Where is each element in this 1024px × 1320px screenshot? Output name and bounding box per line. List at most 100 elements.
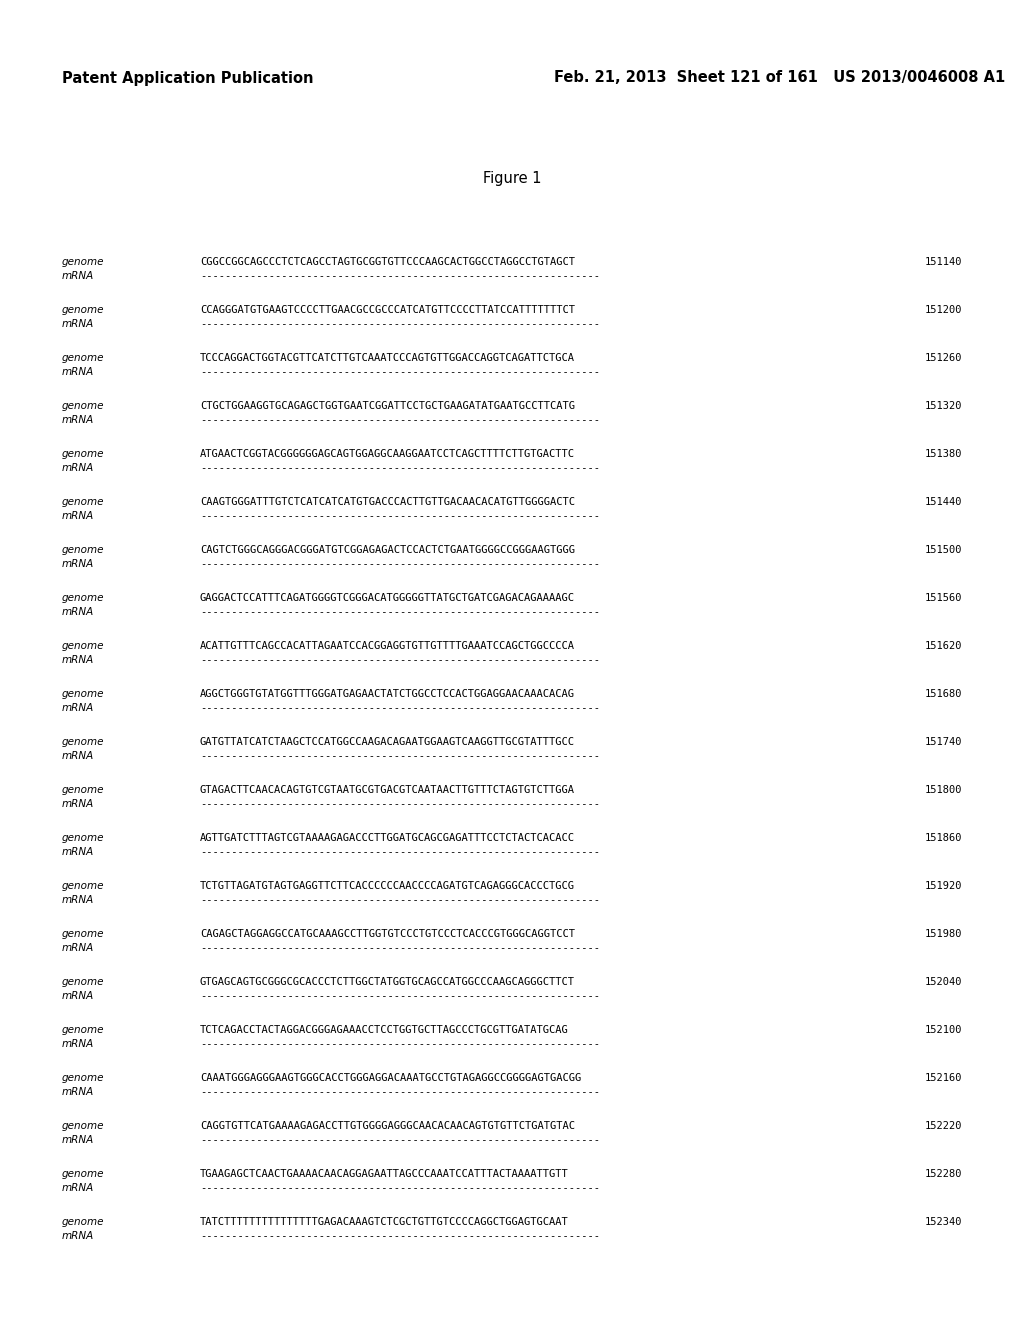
Text: mRNA: mRNA — [62, 942, 94, 953]
Text: 151980: 151980 — [925, 929, 962, 939]
Text: genome: genome — [62, 449, 104, 459]
Text: genome: genome — [62, 545, 104, 554]
Text: GAGGACTCCATTTCAGATGGGGTCGGGACATGGGGGTTATGCTGATCGAGACAGAAAAGC: GAGGACTCCATTTCAGATGGGGTCGGGACATGGGGGTTAT… — [200, 593, 575, 603]
Text: ----------------------------------------------------------------: ----------------------------------------… — [200, 511, 600, 521]
Text: 151920: 151920 — [925, 880, 962, 891]
Text: genome: genome — [62, 1217, 104, 1228]
Text: ----------------------------------------------------------------: ----------------------------------------… — [200, 1086, 600, 1097]
Text: 151560: 151560 — [925, 593, 962, 603]
Text: CAAGTGGGATTTGTCTCATCATCATGTGACCCACTTGTTGACAACACATGTTGGGGACTC: CAAGTGGGATTTGTCTCATCATCATGTGACCCACTTGTTG… — [200, 498, 575, 507]
Text: 151500: 151500 — [925, 545, 962, 554]
Text: mRNA: mRNA — [62, 607, 94, 616]
Text: genome: genome — [62, 1170, 104, 1179]
Text: mRNA: mRNA — [62, 1232, 94, 1241]
Text: ----------------------------------------------------------------: ----------------------------------------… — [200, 607, 600, 616]
Text: 151800: 151800 — [925, 785, 962, 795]
Text: ACATTGTTTCAGCCACATTAGAATCCACGGAGGTGTTGTTTTGAAATCCAGCTGGCCCCA: ACATTGTTTCAGCCACATTAGAATCCACGGAGGTGTTGTT… — [200, 642, 575, 651]
Text: ----------------------------------------------------------------: ----------------------------------------… — [200, 558, 600, 569]
Text: AGGCTGGGTGTATGGTTTGGGATGAGAACTATCTGGCCTCCACTGGAGGAACAAACACAG: AGGCTGGGTGTATGGTTTGGGATGAGAACTATCTGGCCTC… — [200, 689, 575, 700]
Text: 152160: 152160 — [925, 1073, 962, 1082]
Text: mRNA: mRNA — [62, 1183, 94, 1193]
Text: 152340: 152340 — [925, 1217, 962, 1228]
Text: 151380: 151380 — [925, 449, 962, 459]
Text: ----------------------------------------------------------------: ----------------------------------------… — [200, 1135, 600, 1144]
Text: 151320: 151320 — [925, 401, 962, 411]
Text: mRNA: mRNA — [62, 1086, 94, 1097]
Text: TCCCAGGACTGGTACGTTCATCTTGTCAAATCCCAGTGTTGGACCAGGTCAGATTCTGCA: TCCCAGGACTGGTACGTTCATCTTGTCAAATCCCAGTGTT… — [200, 352, 575, 363]
Text: CAGGTGTTCATGAAAAGAGACCTTGTGGGGAGGGCAACACAACAGTGTGTTCTGATGTAC: CAGGTGTTCATGAAAAGAGACCTTGTGGGGAGGGCAACAC… — [200, 1121, 575, 1131]
Text: 151740: 151740 — [925, 737, 962, 747]
Text: Feb. 21, 2013  Sheet 121 of 161   US 2013/0046008 A1: Feb. 21, 2013 Sheet 121 of 161 US 2013/0… — [554, 70, 1006, 86]
Text: genome: genome — [62, 305, 104, 315]
Text: GATGTTATCATCTAAGCTCCATGGCCAAGACAGAATGGAAGTCAAGGTTGCGTATTTGCC: GATGTTATCATCTAAGCTCCATGGCCAAGACAGAATGGAA… — [200, 737, 575, 747]
Text: mRNA: mRNA — [62, 655, 94, 665]
Text: TCTCAGACCTACTAGGACGGGAGAAACCTCCTGGTGCTTAGCCCTGCGTTGATATGCAG: TCTCAGACCTACTAGGACGGGAGAAACCTCCTGGTGCTTA… — [200, 1026, 568, 1035]
Text: genome: genome — [62, 1026, 104, 1035]
Text: ----------------------------------------------------------------: ----------------------------------------… — [200, 991, 600, 1001]
Text: genome: genome — [62, 401, 104, 411]
Text: ----------------------------------------------------------------: ----------------------------------------… — [200, 414, 600, 425]
Text: genome: genome — [62, 257, 104, 267]
Text: ATGAACTCGGTACGGGGGGAGCAGTGGAGGCAAGGAATCCTCAGCTTTTCTTGTGACTTC: ATGAACTCGGTACGGGGGGAGCAGTGGAGGCAAGGAATCC… — [200, 449, 575, 459]
Text: GTGAGCAGTGCGGGCGCACCCTCTTGGCTATGGTGCAGCCATGGCCCAAGCAGGGCTTCT: GTGAGCAGTGCGGGCGCACCCTCTTGGCTATGGTGCAGCC… — [200, 977, 575, 987]
Text: mRNA: mRNA — [62, 367, 94, 378]
Text: mRNA: mRNA — [62, 991, 94, 1001]
Text: TCTGTTAGATGTAGTGAGGTTCTTCACCCCCCAACCCCAGATGTCAGAGGGCACCCTGCG: TCTGTTAGATGTAGTGAGGTTCTTCACCCCCCAACCCCAG… — [200, 880, 575, 891]
Text: 151860: 151860 — [925, 833, 962, 843]
Text: ----------------------------------------------------------------: ----------------------------------------… — [200, 799, 600, 809]
Text: genome: genome — [62, 1073, 104, 1082]
Text: 152280: 152280 — [925, 1170, 962, 1179]
Text: ----------------------------------------------------------------: ----------------------------------------… — [200, 463, 600, 473]
Text: 152220: 152220 — [925, 1121, 962, 1131]
Text: 151440: 151440 — [925, 498, 962, 507]
Text: ----------------------------------------------------------------: ----------------------------------------… — [200, 704, 600, 713]
Text: Figure 1: Figure 1 — [482, 170, 542, 186]
Text: CCAGGGATGTGAAGTCCCCTTGAACGCCGCCCATCATGTTCCCCTTATCCATTTTTTTCT: CCAGGGATGTGAAGTCCCCTTGAACGCCGCCCATCATGTT… — [200, 305, 575, 315]
Text: mRNA: mRNA — [62, 1039, 94, 1049]
Text: CAGTCTGGGCAGGGACGGGATGTCGGAGAGACTCCACTCTGAATGGGGCCGGGAAGTGGG: CAGTCTGGGCAGGGACGGGATGTCGGAGAGACTCCACTCT… — [200, 545, 575, 554]
Text: genome: genome — [62, 1121, 104, 1131]
Text: genome: genome — [62, 833, 104, 843]
Text: genome: genome — [62, 737, 104, 747]
Text: TATCTTTTTTTTTTTTTTTGAGACAAAGTCTCGCTGTTGTCCCCAGGCTGGAGTGCAAT: TATCTTTTTTTTTTTTTTTGAGACAAAGTCTCGCTGTTGT… — [200, 1217, 568, 1228]
Text: AGTTGATCTTTAGTCGTAAAAGAGACCCTTGGATGCAGCGAGATTTCCTCTACTCACACC: AGTTGATCTTTAGTCGTAAAAGAGACCCTTGGATGCAGCG… — [200, 833, 575, 843]
Text: CAAATGGGAGGGAAGTGGGCACCTGGGAGGACAAATGCCTGTAGAGGCCGGGGAGTGACGG: CAAATGGGAGGGAAGTGGGCACCTGGGAGGACAAATGCCT… — [200, 1073, 582, 1082]
Text: 151200: 151200 — [925, 305, 962, 315]
Text: genome: genome — [62, 880, 104, 891]
Text: TGAAGAGCTCAACTGAAAACAACAGGAGAATTAGCCCAAATCCATTTACTAAAATTGTT: TGAAGAGCTCAACTGAAAACAACAGGAGAATTAGCCCAAA… — [200, 1170, 568, 1179]
Text: ----------------------------------------------------------------: ----------------------------------------… — [200, 751, 600, 762]
Text: ----------------------------------------------------------------: ----------------------------------------… — [200, 1232, 600, 1241]
Text: genome: genome — [62, 593, 104, 603]
Text: mRNA: mRNA — [62, 271, 94, 281]
Text: 152040: 152040 — [925, 977, 962, 987]
Text: genome: genome — [62, 689, 104, 700]
Text: CTGCTGGAAGGTGCAGAGCTGGTGAATCGGATTCCTGCTGAAGATATGAATGCCTTCATG: CTGCTGGAAGGTGCAGAGCTGGTGAATCGGATTCCTGCTG… — [200, 401, 575, 411]
Text: ----------------------------------------------------------------: ----------------------------------------… — [200, 655, 600, 665]
Text: 151140: 151140 — [925, 257, 962, 267]
Text: CGGCCGGCAGCCCTCTCAGCCTAGTGCGGTGTTCCCAAGCACTGGCCTAGGCCTGTAGCT: CGGCCGGCAGCCCTCTCAGCCTAGTGCGGTGTTCCCAAGC… — [200, 257, 575, 267]
Text: ----------------------------------------------------------------: ----------------------------------------… — [200, 1183, 600, 1193]
Text: genome: genome — [62, 642, 104, 651]
Text: ----------------------------------------------------------------: ----------------------------------------… — [200, 895, 600, 906]
Text: ----------------------------------------------------------------: ----------------------------------------… — [200, 847, 600, 857]
Text: mRNA: mRNA — [62, 751, 94, 762]
Text: 151620: 151620 — [925, 642, 962, 651]
Text: mRNA: mRNA — [62, 847, 94, 857]
Text: mRNA: mRNA — [62, 319, 94, 329]
Text: 152100: 152100 — [925, 1026, 962, 1035]
Text: genome: genome — [62, 929, 104, 939]
Text: mRNA: mRNA — [62, 558, 94, 569]
Text: mRNA: mRNA — [62, 799, 94, 809]
Text: ----------------------------------------------------------------: ----------------------------------------… — [200, 1039, 600, 1049]
Text: mRNA: mRNA — [62, 1135, 94, 1144]
Text: mRNA: mRNA — [62, 511, 94, 521]
Text: genome: genome — [62, 352, 104, 363]
Text: mRNA: mRNA — [62, 414, 94, 425]
Text: ----------------------------------------------------------------: ----------------------------------------… — [200, 367, 600, 378]
Text: CAGAGCTAGGAGGCCATGCAAAGCCTTGGTGTCCCTGTCCCTCACCCGTGGGCAGGTCCT: CAGAGCTAGGAGGCCATGCAAAGCCTTGGTGTCCCTGTCC… — [200, 929, 575, 939]
Text: 151260: 151260 — [925, 352, 962, 363]
Text: mRNA: mRNA — [62, 895, 94, 906]
Text: mRNA: mRNA — [62, 704, 94, 713]
Text: mRNA: mRNA — [62, 463, 94, 473]
Text: GTAGACTTCAACACAGTGTCGTAATGCGTGACGTCAATAACTTGTTTCTAGTGTCTTGGA: GTAGACTTCAACACAGTGTCGTAATGCGTGACGTCAATAA… — [200, 785, 575, 795]
